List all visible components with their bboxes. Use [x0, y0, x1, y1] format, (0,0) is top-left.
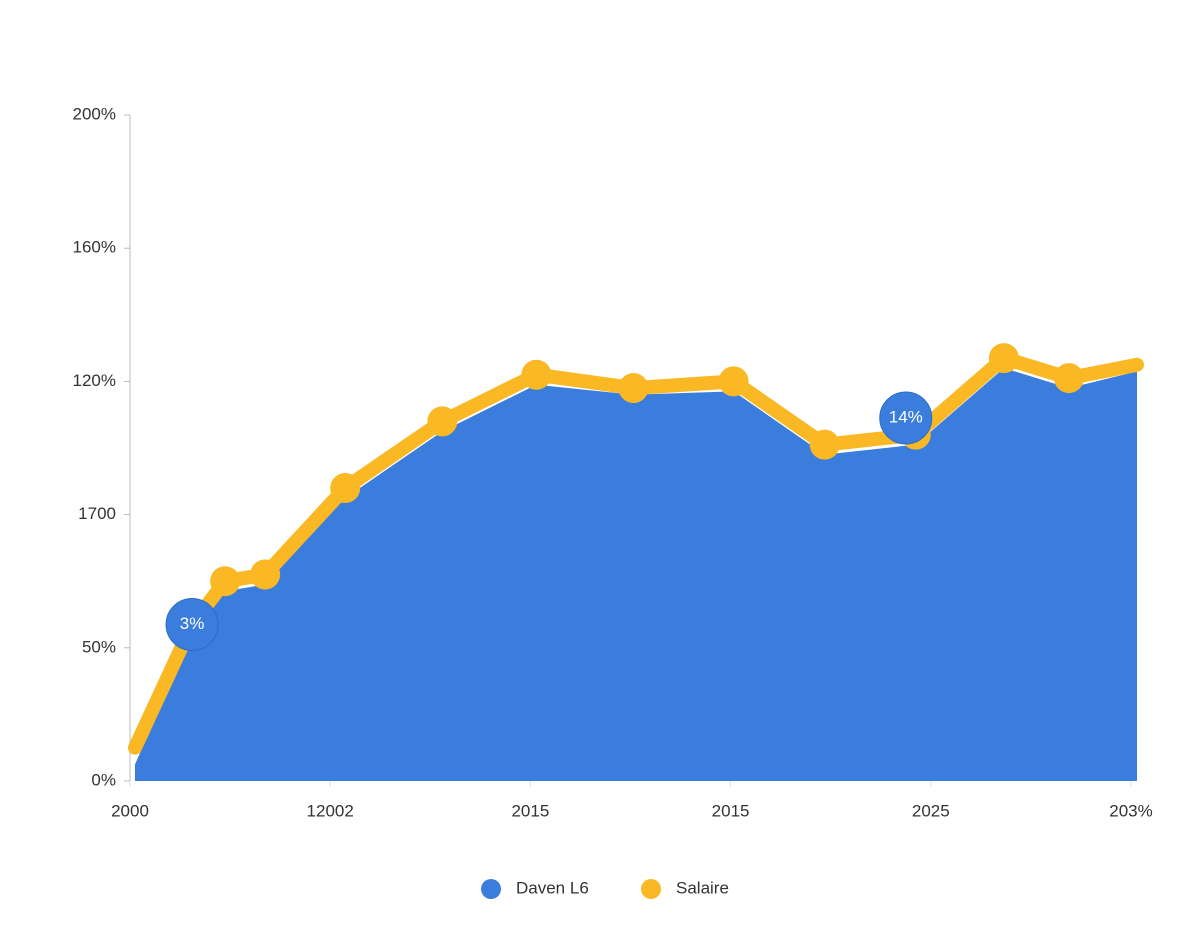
legend-label: Daven L6: [516, 878, 589, 897]
marker: [1053, 363, 1084, 394]
annotation-label: 3%: [180, 614, 205, 633]
marker: [250, 559, 281, 590]
annotation-bubble: [879, 391, 933, 445]
legend-swatch: [481, 879, 501, 899]
y-tick-label: 200%: [73, 104, 116, 123]
y-tick-label: 160%: [73, 238, 116, 257]
annotation-label: 14%: [889, 408, 923, 427]
marker: [718, 366, 749, 397]
marker: [618, 373, 649, 404]
y-tick-label: 120%: [73, 371, 116, 390]
y-tick-label: 50%: [82, 637, 116, 656]
x-tick-label: 2025: [912, 801, 950, 820]
area: [135, 368, 1137, 781]
marker: [427, 406, 458, 437]
marker: [210, 566, 241, 597]
annotation-bubble: [165, 597, 219, 651]
x-tick-label: 203%: [1109, 801, 1152, 820]
x-tick-label: 2015: [511, 801, 549, 820]
legend-swatch: [641, 879, 661, 899]
y-tick-label: 0%: [91, 770, 116, 789]
marker: [330, 472, 361, 503]
x-tick-label: 2000: [111, 801, 149, 820]
marker: [809, 429, 840, 460]
x-tick-label: 12002: [307, 801, 354, 820]
marker: [988, 343, 1019, 374]
marker: [521, 359, 552, 390]
y-tick-label: 1700: [78, 504, 116, 523]
legend-label: Salaire: [676, 878, 729, 897]
x-tick-label: 2015: [712, 801, 750, 820]
